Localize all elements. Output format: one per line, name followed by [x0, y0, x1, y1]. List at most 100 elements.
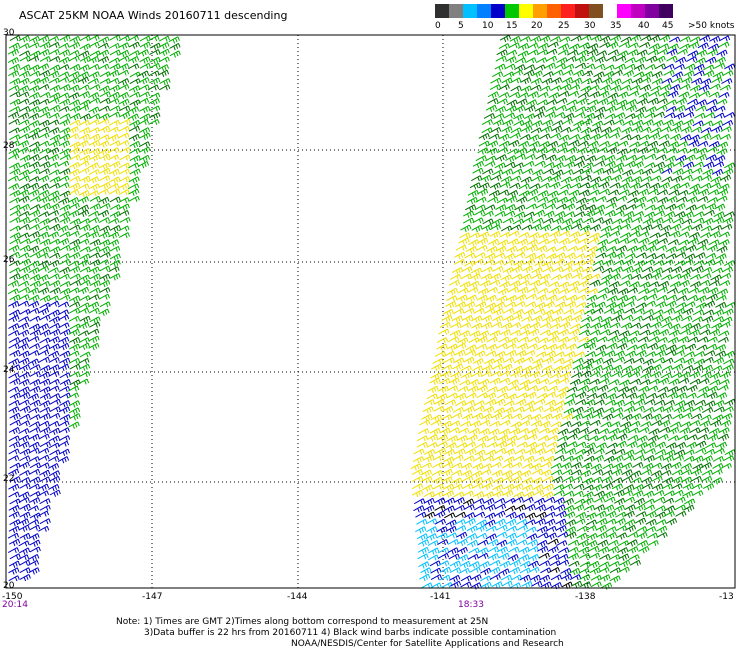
wind-barb	[663, 63, 675, 70]
wind-barb	[545, 246, 557, 253]
wind-barb	[549, 181, 561, 190]
wind-barb	[662, 476, 674, 485]
legend-label: 5	[458, 21, 464, 31]
wind-barb	[443, 357, 455, 364]
wind-barb	[717, 336, 729, 343]
wind-barb	[510, 85, 522, 92]
wind-barb	[48, 252, 61, 259]
wind-barb	[656, 525, 668, 534]
wind-barb	[511, 69, 524, 76]
wind-barb	[88, 231, 100, 239]
wind-barb	[534, 447, 546, 456]
wind-barb	[703, 64, 715, 71]
wind-barb	[468, 232, 481, 239]
wind-barb	[511, 314, 523, 321]
wind-barb	[707, 43, 720, 51]
wind-barb	[534, 398, 546, 405]
wind-barb	[48, 41, 60, 48]
wind-barb	[559, 321, 571, 329]
wind-barb	[117, 69, 130, 76]
wind-barb	[547, 538, 559, 545]
wind-barb	[486, 386, 499, 393]
wind-barb	[558, 90, 570, 97]
wind-barb	[127, 35, 140, 42]
wind-barb	[651, 267, 664, 275]
wind-barb	[138, 84, 150, 91]
wind-barb	[621, 273, 633, 280]
wind-barb	[532, 217, 544, 224]
wind-barb	[608, 132, 621, 139]
wind-barb	[496, 98, 508, 105]
wind-barb	[514, 211, 526, 219]
wind-barb	[431, 470, 443, 477]
wind-barb	[683, 111, 695, 118]
wind-barb	[411, 469, 423, 476]
wind-barb	[719, 280, 731, 287]
wind-barb	[47, 210, 60, 216]
wind-barb	[137, 119, 150, 126]
wind-barb	[695, 295, 707, 303]
wind-barb	[566, 99, 578, 106]
wind-barb	[416, 533, 429, 541]
wind-barb	[79, 315, 91, 324]
wind-barb	[650, 371, 662, 379]
wind-barb	[27, 358, 40, 366]
wind-barb	[703, 70, 715, 78]
wind-barb	[481, 266, 493, 273]
wind-barb	[472, 482, 484, 489]
wind-barb	[527, 42, 539, 49]
wind-barb	[58, 49, 71, 57]
wind-barb	[536, 344, 548, 351]
wind-barb	[17, 518, 30, 526]
wind-barb	[723, 211, 735, 218]
wind-barb	[550, 581, 563, 590]
wind-barb	[97, 42, 109, 49]
wind-barb	[474, 350, 486, 358]
wind-barb	[451, 462, 463, 469]
wind-barb	[457, 287, 469, 294]
wind-barb	[89, 84, 101, 91]
wind-barb	[39, 441, 51, 448]
wind-barb	[584, 55, 596, 62]
wind-barb	[413, 498, 426, 505]
wind-barb	[451, 412, 463, 419]
wind-barb	[89, 259, 101, 267]
wind-barb	[484, 160, 496, 167]
wind-barb	[509, 329, 521, 336]
wind-barb	[626, 344, 638, 351]
wind-barb	[9, 441, 21, 449]
wind-barb	[139, 41, 151, 49]
wind-barb	[619, 84, 632, 91]
wind-barb	[520, 76, 532, 85]
wind-barb	[510, 574, 522, 581]
wind-barb	[706, 146, 718, 153]
wind-barb	[618, 182, 631, 190]
wind-barb	[688, 139, 700, 148]
wind-barb	[465, 294, 478, 302]
wind-barb	[460, 224, 472, 232]
wind-barb	[554, 504, 566, 512]
wind-barb	[612, 167, 624, 174]
wind-barb	[713, 448, 725, 455]
wind-barb	[48, 309, 61, 317]
wind-barb	[576, 98, 588, 106]
wind-barb	[18, 441, 30, 449]
wind-barb	[607, 539, 619, 546]
wind-barb	[695, 440, 707, 448]
wind-barb	[586, 294, 598, 303]
wind-barb	[536, 49, 549, 56]
wind-barb	[58, 342, 70, 351]
wind-barb	[566, 441, 578, 448]
wind-barb	[482, 455, 494, 462]
wind-barb	[29, 195, 41, 202]
wind-barb	[429, 377, 441, 385]
wind-barb	[592, 217, 604, 224]
wind-barb	[516, 518, 528, 525]
wind-barb	[668, 189, 680, 196]
wind-barb	[586, 288, 599, 295]
wind-barb	[668, 426, 680, 435]
wind-barb	[79, 279, 91, 286]
wind-barb	[711, 365, 723, 372]
wind-barb	[39, 469, 51, 478]
wind-barb	[505, 393, 518, 401]
